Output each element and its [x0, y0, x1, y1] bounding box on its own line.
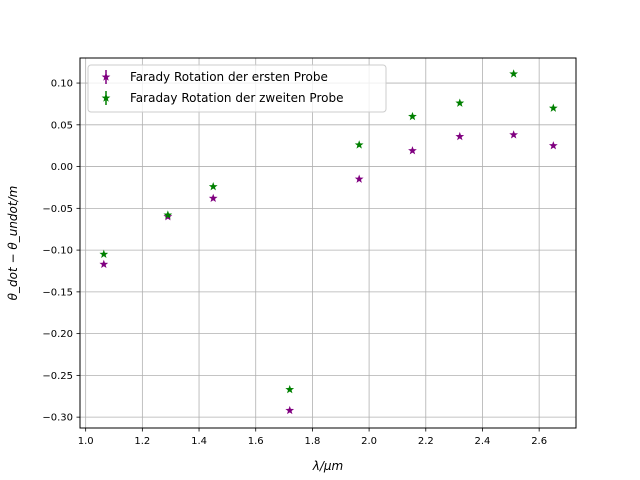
data-point-series-2	[455, 98, 465, 107]
legend-label-2: Faraday Rotation der zweiten Probe	[130, 91, 343, 105]
data-point-series-1	[509, 130, 519, 139]
y-tick-label: −0.25	[42, 371, 73, 382]
y-tick-label: −0.15	[42, 287, 73, 298]
legend: Farady Rotation der ersten Probe Faraday …	[87, 64, 387, 113]
data-point-series-2	[354, 140, 364, 149]
data-point-series-2	[548, 103, 558, 112]
y-tick-label: 0.10	[51, 79, 73, 90]
data-point-series-1	[285, 405, 295, 415]
legend-marker-2	[101, 93, 111, 102]
data-point-series-1	[208, 193, 218, 203]
y-tick-label: 0.05	[51, 120, 73, 131]
legend-marker-1	[101, 72, 111, 81]
data-point-series-2	[99, 249, 109, 258]
data-point-series-1	[99, 259, 109, 269]
plot-area-frame	[79, 57, 577, 429]
data-point-series-1	[408, 146, 417, 155]
y-tick-label: −0.20	[42, 329, 73, 340]
data-point-series-2	[509, 69, 519, 78]
data-point-series-2	[285, 384, 295, 394]
x-tick-label: 2.2	[418, 436, 434, 447]
legend-label-1: Farady Rotation der ersten Probe	[130, 70, 328, 84]
data-point-series-2	[163, 210, 173, 219]
x-tick-label: 2.6	[531, 436, 547, 447]
axis-ticks: 1.0 1.2 1.4 1.6 1.8 2.0 2.2 2.4 2.6 0.10 0.05 0.00 −…	[42, 79, 547, 447]
data-points	[99, 69, 558, 415]
x-axis-label: λ/µm	[312, 459, 343, 473]
data-point-series-2	[408, 111, 417, 121]
x-tick-label: 2.4	[475, 436, 491, 447]
data-point-series-1	[548, 141, 558, 150]
x-tick-label: 1.4	[191, 436, 207, 447]
x-tick-label: 1.6	[248, 436, 264, 447]
y-tick-label: −0.30	[42, 413, 73, 424]
y-tick-label: −0.10	[42, 246, 73, 257]
x-tick-label: 1.8	[304, 436, 320, 447]
x-tick-label: 1.0	[78, 436, 94, 447]
x-tick-label: 2.0	[361, 436, 377, 447]
y-axis-label: θ_dot − θ_undot/m	[6, 186, 20, 301]
y-tick-label: 0.00	[51, 162, 73, 173]
x-tick-label: 1.2	[134, 436, 150, 447]
data-point-series-1	[354, 174, 364, 183]
data-point-series-1	[455, 131, 465, 141]
data-point-series-2	[208, 182, 218, 191]
legend-box	[87, 64, 387, 113]
y-tick-label: −0.05	[42, 204, 73, 215]
